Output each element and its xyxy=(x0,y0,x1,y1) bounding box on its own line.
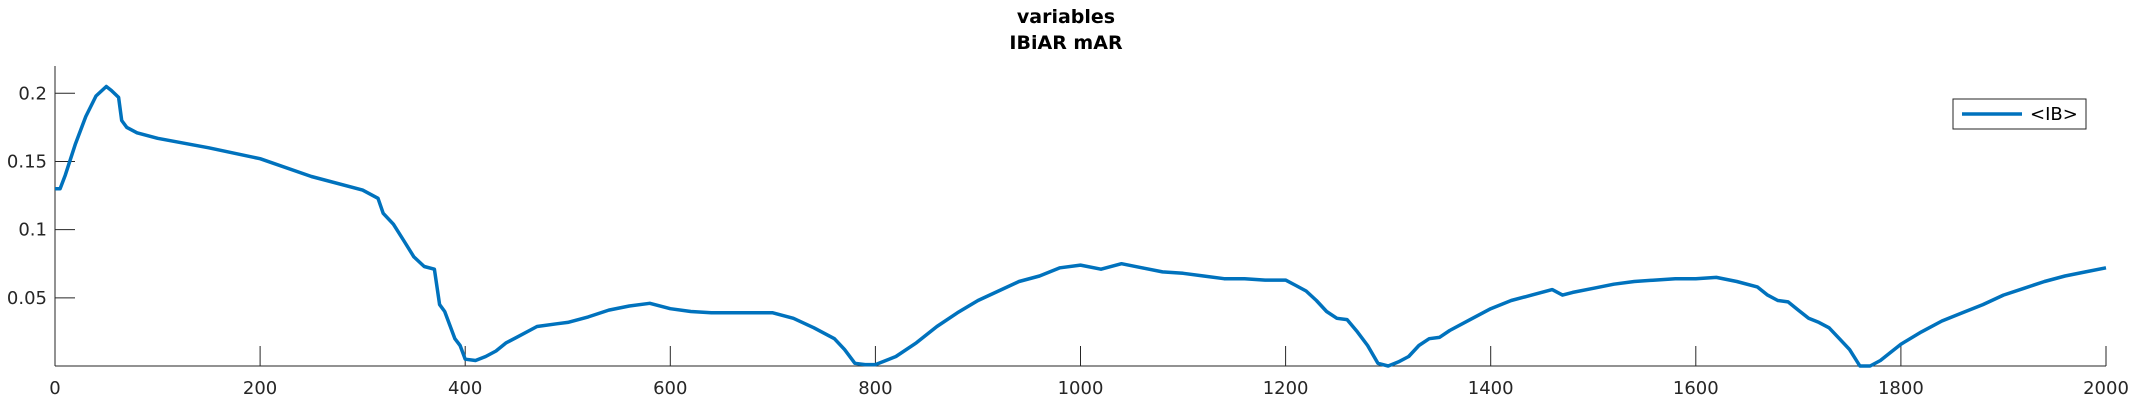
x-tick-label: 1800 xyxy=(1878,378,1924,399)
x-tick-label: 600 xyxy=(653,378,687,399)
chart-title: variables xyxy=(1017,6,1115,28)
y-tick-label: 0.15 xyxy=(7,151,47,172)
x-tick-label: 800 xyxy=(858,378,892,399)
x-tick-label: 1400 xyxy=(1468,378,1514,399)
x-tick-label: 2000 xyxy=(2083,378,2129,399)
x-tick-label: 0 xyxy=(49,378,60,399)
chart-subtitle: IBiAR mAR xyxy=(1009,32,1123,54)
series-line-0 xyxy=(55,84,2107,368)
x-tick-label: 1600 xyxy=(1673,378,1719,399)
x-tick-label: 200 xyxy=(243,378,277,399)
y-tick-label: 0.05 xyxy=(7,288,47,309)
x-tick-label: 400 xyxy=(448,378,482,399)
y-tick-label: 0.1 xyxy=(18,220,47,241)
legend: <IB> xyxy=(1952,98,2087,130)
y-tick-label: 0.2 xyxy=(18,83,47,104)
x-tick-label: 1000 xyxy=(1058,378,1104,399)
legend-series-label: <IB> xyxy=(2030,104,2078,125)
plot-area: 0 200 400 600 800 1000 1200 1400 1600 1800 2000 0.0… xyxy=(7,66,2129,399)
x-tick-label: 1200 xyxy=(1263,378,1309,399)
